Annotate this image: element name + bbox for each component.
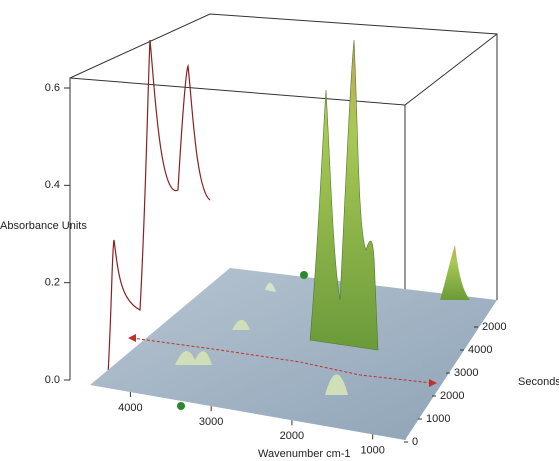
y-tick-label: 2000	[482, 321, 506, 333]
x-tick-label: 1000	[360, 444, 384, 456]
y-tick-label: 3000	[454, 367, 478, 379]
y-tick-label: 1000	[426, 413, 450, 425]
marker	[177, 402, 185, 410]
surface-floor	[90, 268, 497, 440]
y-tick-label: 4000	[468, 344, 492, 356]
marker	[128, 334, 136, 342]
side-trace	[107, 39, 211, 376]
x-tick-label: 4000	[118, 402, 142, 414]
z-axis-title: Absorbance Units	[0, 220, 87, 232]
x-tick-label: 2000	[280, 430, 304, 442]
z-tick-label: 0.4	[45, 179, 60, 191]
marker	[429, 379, 437, 387]
time-marker-line	[131, 337, 433, 384]
y-tick-label: 0	[412, 436, 418, 448]
y-tick-label: 2000	[440, 390, 464, 402]
x-tick-label: 3000	[199, 416, 223, 428]
z-tick-label: 0.2	[45, 277, 60, 289]
z-tick-label: 0.0	[45, 374, 60, 386]
marker	[300, 271, 308, 279]
z-tick-label: 0.6	[45, 82, 60, 94]
surface-peaks	[175, 39, 470, 395]
x-axis-title: Wavenumber cm-1	[258, 448, 351, 460]
y-axis-title: Seconds	[518, 376, 559, 388]
